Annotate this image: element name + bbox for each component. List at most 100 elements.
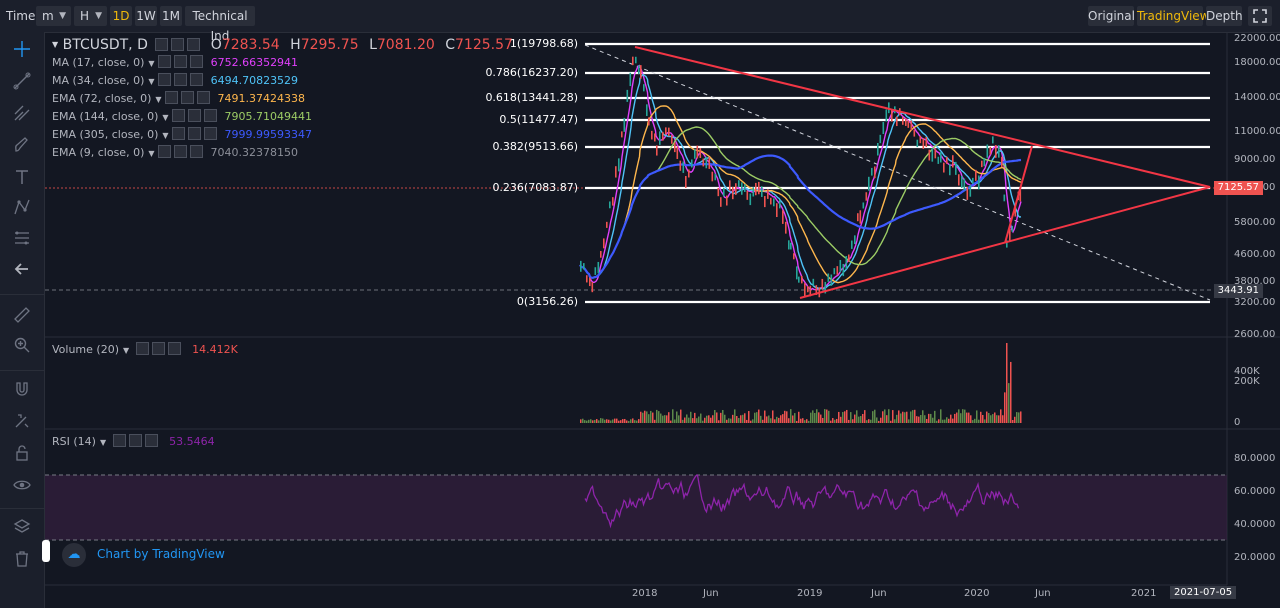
trendline-icon[interactable] xyxy=(9,72,35,96)
volume-bar xyxy=(714,410,716,423)
visibility-icon[interactable] xyxy=(151,342,165,355)
interval-1d-button[interactable]: 1D xyxy=(110,6,132,26)
chevron-down-icon[interactable]: ▼ xyxy=(123,346,130,355)
short-trendline[interactable] xyxy=(1004,145,1033,244)
volume-bar xyxy=(868,419,870,423)
volume-bar xyxy=(768,415,770,423)
study-name: MA (17, close, 0) xyxy=(52,56,145,69)
magnet-icon[interactable] xyxy=(9,380,35,404)
layers-icon[interactable] xyxy=(9,518,35,542)
upper-trendline[interactable] xyxy=(634,46,1211,188)
chevron-down-icon[interactable]: ▼ xyxy=(148,77,155,86)
close-icon[interactable] xyxy=(189,55,203,68)
visibility-icon[interactable] xyxy=(173,73,187,86)
candle xyxy=(916,139,919,148)
close-icon[interactable] xyxy=(203,127,217,140)
volume-bar xyxy=(736,415,738,423)
volume-bar xyxy=(858,416,860,423)
trash-icon[interactable] xyxy=(9,550,35,574)
volume-bar xyxy=(822,417,824,423)
close-icon[interactable] xyxy=(144,434,158,447)
interval-1w-button[interactable]: 1W xyxy=(135,6,157,26)
fullscreen-button[interactable] xyxy=(1248,6,1272,26)
candle xyxy=(1011,225,1014,232)
visibility-icon[interactable] xyxy=(173,55,187,68)
ruler-icon[interactable] xyxy=(9,306,35,330)
dashed-trendline[interactable] xyxy=(584,44,1211,301)
chevron-down-icon[interactable]: ▼ xyxy=(162,113,169,122)
brush-icon[interactable] xyxy=(9,136,35,160)
eye-icon[interactable] xyxy=(9,476,35,500)
visibility-icon[interactable] xyxy=(173,145,187,158)
crosshair-icon[interactable] xyxy=(9,40,35,64)
chevron-down-icon[interactable]: ▼ xyxy=(148,59,155,68)
visibility-icon[interactable] xyxy=(180,91,194,104)
lock-drawing-icon[interactable] xyxy=(9,412,35,436)
candle xyxy=(688,169,690,178)
settings-icon[interactable] xyxy=(157,145,171,158)
close-icon[interactable] xyxy=(187,38,201,51)
view-tradingview-button[interactable]: TradingView xyxy=(1137,6,1210,26)
hour-select[interactable]: H ▼ xyxy=(74,6,107,26)
tradingview-watermark[interactable]: ☁ Chart by TradingView xyxy=(62,543,232,567)
fib-icon[interactable] xyxy=(9,229,35,253)
volume-bar xyxy=(960,413,962,423)
volume-bar xyxy=(626,420,628,423)
collapse-icon[interactable]: ▼ xyxy=(52,40,59,49)
volume-bar xyxy=(846,409,848,423)
candle xyxy=(746,190,749,200)
volume-bar xyxy=(880,417,882,423)
volume-bar xyxy=(942,419,944,423)
settings-icon[interactable] xyxy=(157,73,171,86)
volume-bar xyxy=(968,412,970,423)
close-icon[interactable] xyxy=(189,73,203,86)
visibility-icon[interactable] xyxy=(171,38,185,51)
chevron-down-icon[interactable]: ▼ xyxy=(155,95,162,104)
settings-icon[interactable] xyxy=(112,434,126,447)
volume-bar xyxy=(832,418,834,423)
candle xyxy=(726,195,728,206)
close-icon[interactable] xyxy=(196,91,210,104)
chevron-down-icon[interactable]: ▼ xyxy=(162,131,169,140)
technical-indicators-button[interactable]: Technical Ind xyxy=(185,6,255,43)
settings-icon[interactable] xyxy=(157,55,171,68)
settings-icon[interactable] xyxy=(155,38,169,51)
chevron-down-icon[interactable]: ▼ xyxy=(99,438,107,447)
close-icon[interactable] xyxy=(203,109,217,122)
candle xyxy=(646,104,648,116)
close-icon[interactable] xyxy=(189,145,203,158)
back-arrow-icon[interactable] xyxy=(9,260,35,284)
close-icon[interactable] xyxy=(167,342,181,355)
volume-bar xyxy=(628,420,630,423)
volume-bar xyxy=(770,418,772,423)
interval-1m-button[interactable]: 1M xyxy=(160,6,182,26)
visibility-icon[interactable] xyxy=(187,127,201,140)
panel-toggle-handle[interactable] xyxy=(42,540,50,562)
settings-icon[interactable] xyxy=(164,91,178,104)
volume-bar xyxy=(800,418,802,423)
volume-bar xyxy=(934,410,936,423)
minute-select[interactable]: m ▼ xyxy=(36,6,71,26)
price-chart[interactable] xyxy=(45,33,1280,608)
pitchfork-icon[interactable] xyxy=(9,104,35,128)
candle xyxy=(679,160,682,171)
view-depth-button[interactable]: Depth xyxy=(1206,6,1243,26)
candle xyxy=(651,130,653,140)
lock-icon[interactable] xyxy=(9,444,35,468)
text-icon[interactable] xyxy=(9,168,35,192)
rsi-line xyxy=(584,474,1020,529)
visibility-icon[interactable] xyxy=(128,434,142,447)
chevron-down-icon[interactable]: ▼ xyxy=(148,149,155,158)
candle xyxy=(606,221,608,228)
fib-retracement[interactable] xyxy=(585,42,1210,304)
settings-icon[interactable] xyxy=(135,342,149,355)
zoom-icon[interactable] xyxy=(9,336,35,360)
settings-icon[interactable] xyxy=(171,109,185,122)
pattern-icon[interactable] xyxy=(9,198,35,222)
settings-icon[interactable] xyxy=(171,127,185,140)
view-original-button[interactable]: Original xyxy=(1088,6,1135,26)
candle xyxy=(735,183,737,195)
volume-bar xyxy=(648,414,650,423)
visibility-icon[interactable] xyxy=(187,109,201,122)
candle xyxy=(705,156,708,169)
